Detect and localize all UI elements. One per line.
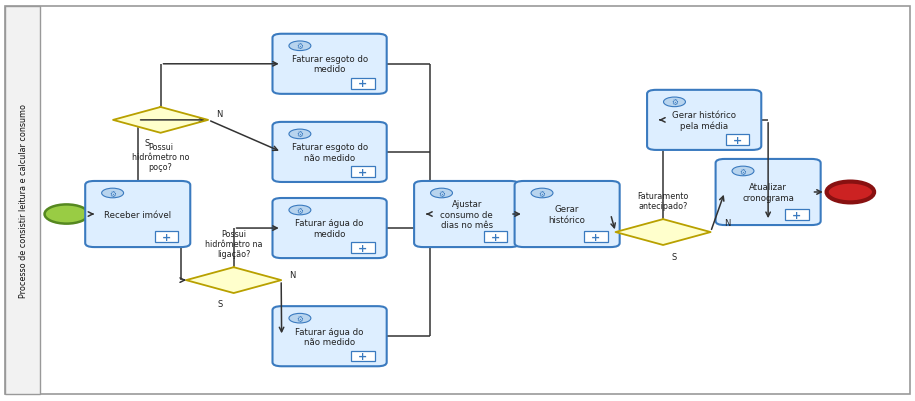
FancyBboxPatch shape — [5, 7, 40, 394]
FancyBboxPatch shape — [726, 135, 749, 145]
Text: +: + — [162, 232, 171, 242]
Circle shape — [732, 167, 754, 176]
Text: Receber imóvel: Receber imóvel — [104, 210, 171, 219]
Text: N: N — [289, 270, 296, 279]
Text: +: + — [591, 232, 600, 242]
FancyBboxPatch shape — [414, 182, 519, 247]
Text: Processo de consistir leitura e calcular consumo: Processo de consistir leitura e calcular… — [18, 104, 27, 297]
Circle shape — [663, 98, 685, 107]
Text: Gerar
histórico: Gerar histórico — [549, 205, 586, 224]
Text: Faturar água do
medido: Faturar água do medido — [296, 219, 364, 238]
Text: Ajustar
consumo de
dias no mês: Ajustar consumo de dias no mês — [440, 200, 493, 229]
FancyBboxPatch shape — [351, 351, 375, 361]
FancyBboxPatch shape — [273, 34, 387, 95]
Text: ⚙: ⚙ — [671, 98, 678, 107]
Circle shape — [289, 314, 311, 323]
Text: ⚙: ⚙ — [109, 189, 116, 198]
Circle shape — [289, 130, 311, 140]
Text: Possui
hidrômetro no
poço?: Possui hidrômetro no poço? — [132, 142, 189, 172]
Text: N: N — [724, 218, 730, 227]
Text: S: S — [145, 139, 149, 148]
Text: +: + — [359, 79, 368, 89]
Text: ⚙: ⚙ — [296, 130, 304, 139]
FancyBboxPatch shape — [155, 232, 178, 242]
Text: Faturar esgoto do
medido: Faturar esgoto do medido — [292, 55, 368, 74]
Text: N: N — [216, 110, 222, 119]
Text: +: + — [733, 135, 742, 145]
FancyBboxPatch shape — [273, 198, 387, 258]
Text: Faturar água do
não medido: Faturar água do não medido — [296, 327, 364, 346]
FancyBboxPatch shape — [514, 182, 619, 247]
Polygon shape — [616, 220, 711, 245]
Text: +: + — [359, 243, 368, 253]
FancyBboxPatch shape — [273, 306, 387, 367]
FancyBboxPatch shape — [85, 182, 190, 247]
Text: +: + — [359, 167, 368, 177]
FancyBboxPatch shape — [351, 243, 375, 253]
Text: Gerar histórico
pela média: Gerar histórico pela média — [673, 111, 737, 131]
Polygon shape — [186, 267, 281, 293]
FancyBboxPatch shape — [716, 160, 821, 225]
Polygon shape — [113, 108, 208, 134]
Text: Atualizar
cronograma: Atualizar cronograma — [742, 183, 794, 202]
Text: S: S — [218, 299, 222, 308]
Circle shape — [102, 189, 124, 198]
Text: ⚙: ⚙ — [296, 42, 304, 51]
FancyBboxPatch shape — [5, 7, 910, 394]
Text: ⚙: ⚙ — [296, 314, 304, 323]
Circle shape — [826, 182, 874, 203]
Circle shape — [45, 205, 89, 224]
Text: +: + — [792, 210, 802, 220]
Text: ⚙: ⚙ — [539, 189, 545, 198]
FancyBboxPatch shape — [647, 91, 761, 150]
Text: Possui
hidrômetro na
ligação?: Possui hidrômetro na ligação? — [205, 229, 263, 259]
FancyBboxPatch shape — [351, 79, 375, 89]
FancyBboxPatch shape — [785, 210, 809, 220]
Circle shape — [531, 189, 553, 198]
Text: S: S — [672, 253, 677, 262]
Circle shape — [289, 206, 311, 215]
Circle shape — [431, 189, 453, 198]
Circle shape — [289, 42, 311, 51]
Text: +: + — [359, 351, 368, 361]
FancyBboxPatch shape — [273, 123, 387, 182]
Text: ⚙: ⚙ — [438, 189, 445, 198]
Text: ⚙: ⚙ — [739, 167, 747, 176]
Text: Faturar esgoto do
não medido: Faturar esgoto do não medido — [292, 143, 368, 162]
FancyBboxPatch shape — [584, 232, 608, 242]
Text: +: + — [490, 232, 500, 242]
Text: ⚙: ⚙ — [296, 206, 304, 215]
FancyBboxPatch shape — [483, 232, 507, 242]
Text: Faturamento
antecipado?: Faturamento antecipado? — [638, 191, 689, 211]
FancyBboxPatch shape — [351, 167, 375, 177]
